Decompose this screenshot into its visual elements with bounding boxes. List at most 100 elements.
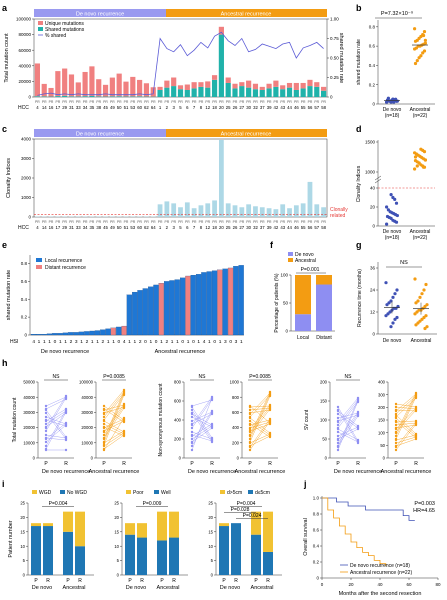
panel-d-y-tick-label: 20: [370, 205, 376, 210]
stacked-bar-top: [157, 511, 167, 541]
bar-group-denovo: De novo: [220, 585, 241, 591]
clonality-bar: [259, 207, 265, 217]
paired-point-p: [248, 411, 252, 415]
paired-line: [395, 407, 417, 430]
subplot-ylabel: SV count: [304, 409, 310, 430]
paired-line: [45, 434, 67, 439]
shared-rate-bar: [174, 279, 180, 336]
hsi-value: 1: [112, 339, 115, 345]
paired-line: [191, 434, 213, 442]
paired-point-p: [394, 423, 398, 427]
hsi-value: 1: [171, 339, 174, 345]
paired-line: [395, 392, 417, 434]
shared-mutation-bar: [314, 86, 320, 97]
panel-i-y-tick-label: 10: [114, 544, 119, 549]
clonality-bar: [225, 203, 231, 217]
stacked-bar-bottom: [231, 523, 241, 575]
unique-mutation-bar: [232, 83, 238, 89]
panel-a-ylabel: Total mutation count: [4, 33, 10, 83]
panel-b-y-tick-label: 0.8: [369, 24, 376, 29]
legend-swatch-bottom: [248, 490, 253, 494]
panel-i-y-tick-label: 0: [117, 573, 120, 578]
hsi-value: 0: [118, 339, 121, 345]
hcc-id: 60: [137, 225, 142, 230]
hcc-pr-label: PR: [280, 100, 285, 104]
paired-point-p: [190, 415, 194, 419]
scatter-point: [423, 326, 427, 331]
paired-line: [103, 423, 125, 435]
paired-line: [249, 395, 271, 443]
hcc-id: 45: [103, 105, 108, 110]
hcc-pr-label: PR: [314, 100, 319, 104]
paired-point-r: [210, 426, 214, 430]
hcc-pr-label: PR: [274, 100, 279, 104]
paired-point-p: [102, 415, 106, 419]
unique-mutation-bar: [116, 73, 122, 97]
stacked-bar-top: [125, 523, 135, 535]
unique-mutation-bar: [68, 74, 75, 97]
subplot-sig: NS: [345, 374, 353, 380]
paired-line: [191, 398, 213, 429]
hcc-pr-label: PR: [124, 100, 129, 104]
panel-a-y2-tick-label: 0.50: [330, 56, 339, 61]
paired-point-p: [394, 448, 398, 452]
scatter-point: [391, 295, 395, 299]
paired-line: [337, 398, 359, 448]
unique-mutation-bar: [307, 79, 313, 87]
panel-d-y-tick-label: 1000: [365, 170, 376, 175]
shared-rate-bar: [169, 280, 175, 336]
panel-e-y-tick-label: 0.2: [21, 315, 28, 320]
stacked-bar-top: [169, 511, 179, 538]
hsi-value: 1: [219, 339, 222, 345]
panel-g-ylabel: Recurrence time (months): [357, 269, 363, 327]
hcc-id: 44: [287, 225, 292, 230]
shared-mutation-bar: [191, 88, 197, 97]
hsi-value: 1: [197, 339, 200, 345]
shared-rate-bar: [78, 331, 85, 336]
paired-point-p: [248, 429, 252, 433]
clonality-bar: [212, 200, 217, 217]
hsi-value: 1: [38, 339, 41, 345]
paired-point-p: [336, 441, 340, 445]
scatter-point: [384, 314, 388, 318]
paired-point-p: [248, 419, 252, 423]
hcc-pr-label: PR: [35, 100, 40, 104]
hcc-pr-label: PR: [83, 100, 88, 104]
paired-line: [45, 395, 67, 429]
sig-label: P=0.004: [49, 501, 68, 507]
panel-a-y-tick-label: 80000: [18, 32, 31, 37]
hsi-value: 1: [64, 339, 67, 345]
clonality-bar: [232, 205, 238, 217]
ancestral-header-bar: [166, 9, 327, 17]
hcc-pr-label: PR: [274, 220, 279, 224]
paired-point-p: [190, 411, 194, 415]
hcc-pr-label: PR: [253, 220, 258, 224]
hcc-pr-label: PR: [137, 220, 142, 224]
clonality-bar: [246, 204, 252, 217]
hcc-id: 57: [314, 225, 319, 230]
bar-pr-label: P: [34, 578, 38, 584]
legend-label-top: Poor: [133, 490, 144, 496]
subplot-r-label: R: [210, 461, 214, 467]
shared-mutation-bar: [157, 89, 163, 97]
hcc-pr-label: PR: [103, 220, 108, 224]
scatter-point: [422, 30, 427, 34]
paired-point-p: [336, 408, 340, 412]
hcc-pr-label: PR: [321, 220, 326, 224]
legend-shared-swatch: [38, 27, 43, 31]
shared-mutation-bar: [184, 89, 190, 97]
paired-line: [103, 405, 125, 421]
shared-mutation-bar: [177, 89, 184, 97]
shared-rate-bar: [180, 277, 186, 336]
shared-mutation-bar: [62, 95, 68, 97]
shared-rate-bar: [68, 332, 74, 336]
legend-swatch-top: [220, 490, 225, 494]
sig-label: P=0.028: [231, 507, 250, 513]
paired-point-p: [394, 437, 398, 441]
scatter-point: [413, 277, 417, 281]
bar-group-ancestral: Ancestral: [157, 585, 180, 591]
paired-line: [337, 406, 359, 442]
hcc-id: 53: [130, 105, 135, 110]
